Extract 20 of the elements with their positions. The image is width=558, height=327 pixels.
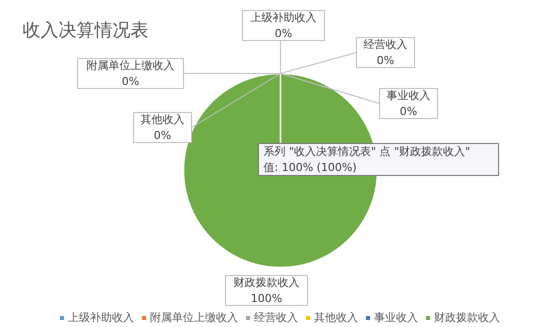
category-label: 事业收入	[386, 89, 430, 102]
legend-label: 财政拨款收入	[434, 310, 500, 325]
text: 0%	[376, 54, 394, 67]
category-label: 上级补助收入	[250, 11, 316, 24]
legend-label: 附属单位上缴收入	[150, 310, 238, 325]
text: 0%	[154, 128, 172, 142]
text: 0%	[274, 26, 292, 40]
category-label: 经营收入	[364, 38, 408, 52]
slice-label: 财政拨款收入	[234, 276, 300, 290]
legend-label: 事业收入	[374, 310, 418, 325]
chart-title: 收入决算情况表	[22, 20, 148, 41]
category-label: 其他收入	[140, 113, 184, 126]
legend-label: 经营收入	[254, 310, 298, 325]
legend-label: 其他收入	[314, 310, 358, 325]
text: 系列 "收入决算情况表" 点 "财政拨款收入" 值: 100% (100%)	[264, 144, 470, 174]
category-label: 附属单位上缴收入	[86, 59, 174, 72]
data-label: 100%	[250, 292, 282, 305]
legend-label: 上级补助收入	[68, 310, 134, 325]
text: 0%	[122, 74, 140, 88]
text: 0%	[400, 104, 418, 118]
